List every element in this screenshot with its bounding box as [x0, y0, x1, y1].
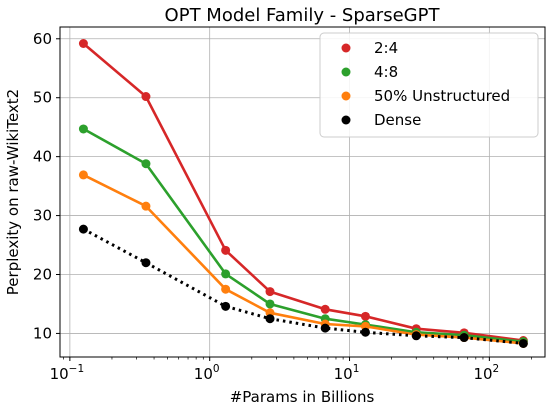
data-point	[411, 331, 421, 341]
data-point	[78, 170, 88, 180]
y-tick-label: 40	[33, 148, 52, 166]
y-tick-label: 60	[33, 30, 52, 48]
data-point	[221, 269, 231, 279]
x-tick-label: 102	[473, 363, 499, 383]
data-point	[265, 314, 275, 324]
data-point	[320, 323, 330, 333]
data-point	[78, 224, 88, 234]
data-point	[141, 258, 151, 268]
data-point	[320, 304, 330, 314]
legend-label: 50% Unstructured	[374, 87, 510, 105]
legend-label: 4:8	[374, 63, 398, 81]
y-axis-label: Perplexity on raw-WikiText2	[4, 89, 22, 295]
x-tick-label: 100	[194, 363, 220, 383]
ticks: 10 20 30 40 50 60 10−1 100 101 102	[33, 30, 532, 383]
legend: 2:4 4:8 50% Unstructured Dense	[319, 32, 539, 138]
x-axis-label: #Params in Billions	[230, 388, 375, 406]
data-point	[459, 333, 469, 343]
data-point	[78, 39, 88, 48]
data-point	[221, 284, 231, 294]
data-point	[265, 299, 275, 309]
grid	[60, 27, 545, 357]
data-point	[265, 287, 275, 297]
data-point	[360, 311, 370, 321]
data-point	[221, 301, 231, 311]
data-point	[221, 245, 231, 255]
y-tick-label: 20	[33, 266, 52, 284]
legend-marker	[341, 115, 351, 125]
series-layer	[78, 39, 528, 348]
x-tick-label: 10−1	[50, 363, 85, 383]
y-tick-label: 30	[33, 207, 52, 225]
legend-box	[319, 32, 539, 138]
plot-frame	[59, 26, 546, 358]
data-point	[360, 327, 370, 337]
legend-label: 2:4	[374, 39, 398, 57]
series-line	[82, 227, 524, 345]
y-tick-label: 10	[33, 324, 52, 342]
data-point	[141, 92, 151, 102]
legend-marker	[341, 43, 351, 53]
chart-title: OPT Model Family - SparseGPT	[165, 5, 441, 26]
legend-marker	[341, 67, 351, 77]
data-point	[78, 124, 88, 134]
x-tick-label: 101	[334, 363, 360, 383]
data-point	[141, 159, 151, 169]
legend-label: Dense	[374, 111, 421, 129]
series-line	[82, 173, 524, 345]
y-tick-label: 50	[33, 89, 52, 107]
legend-marker	[341, 91, 351, 101]
data-point	[518, 338, 528, 348]
data-point	[141, 201, 151, 211]
